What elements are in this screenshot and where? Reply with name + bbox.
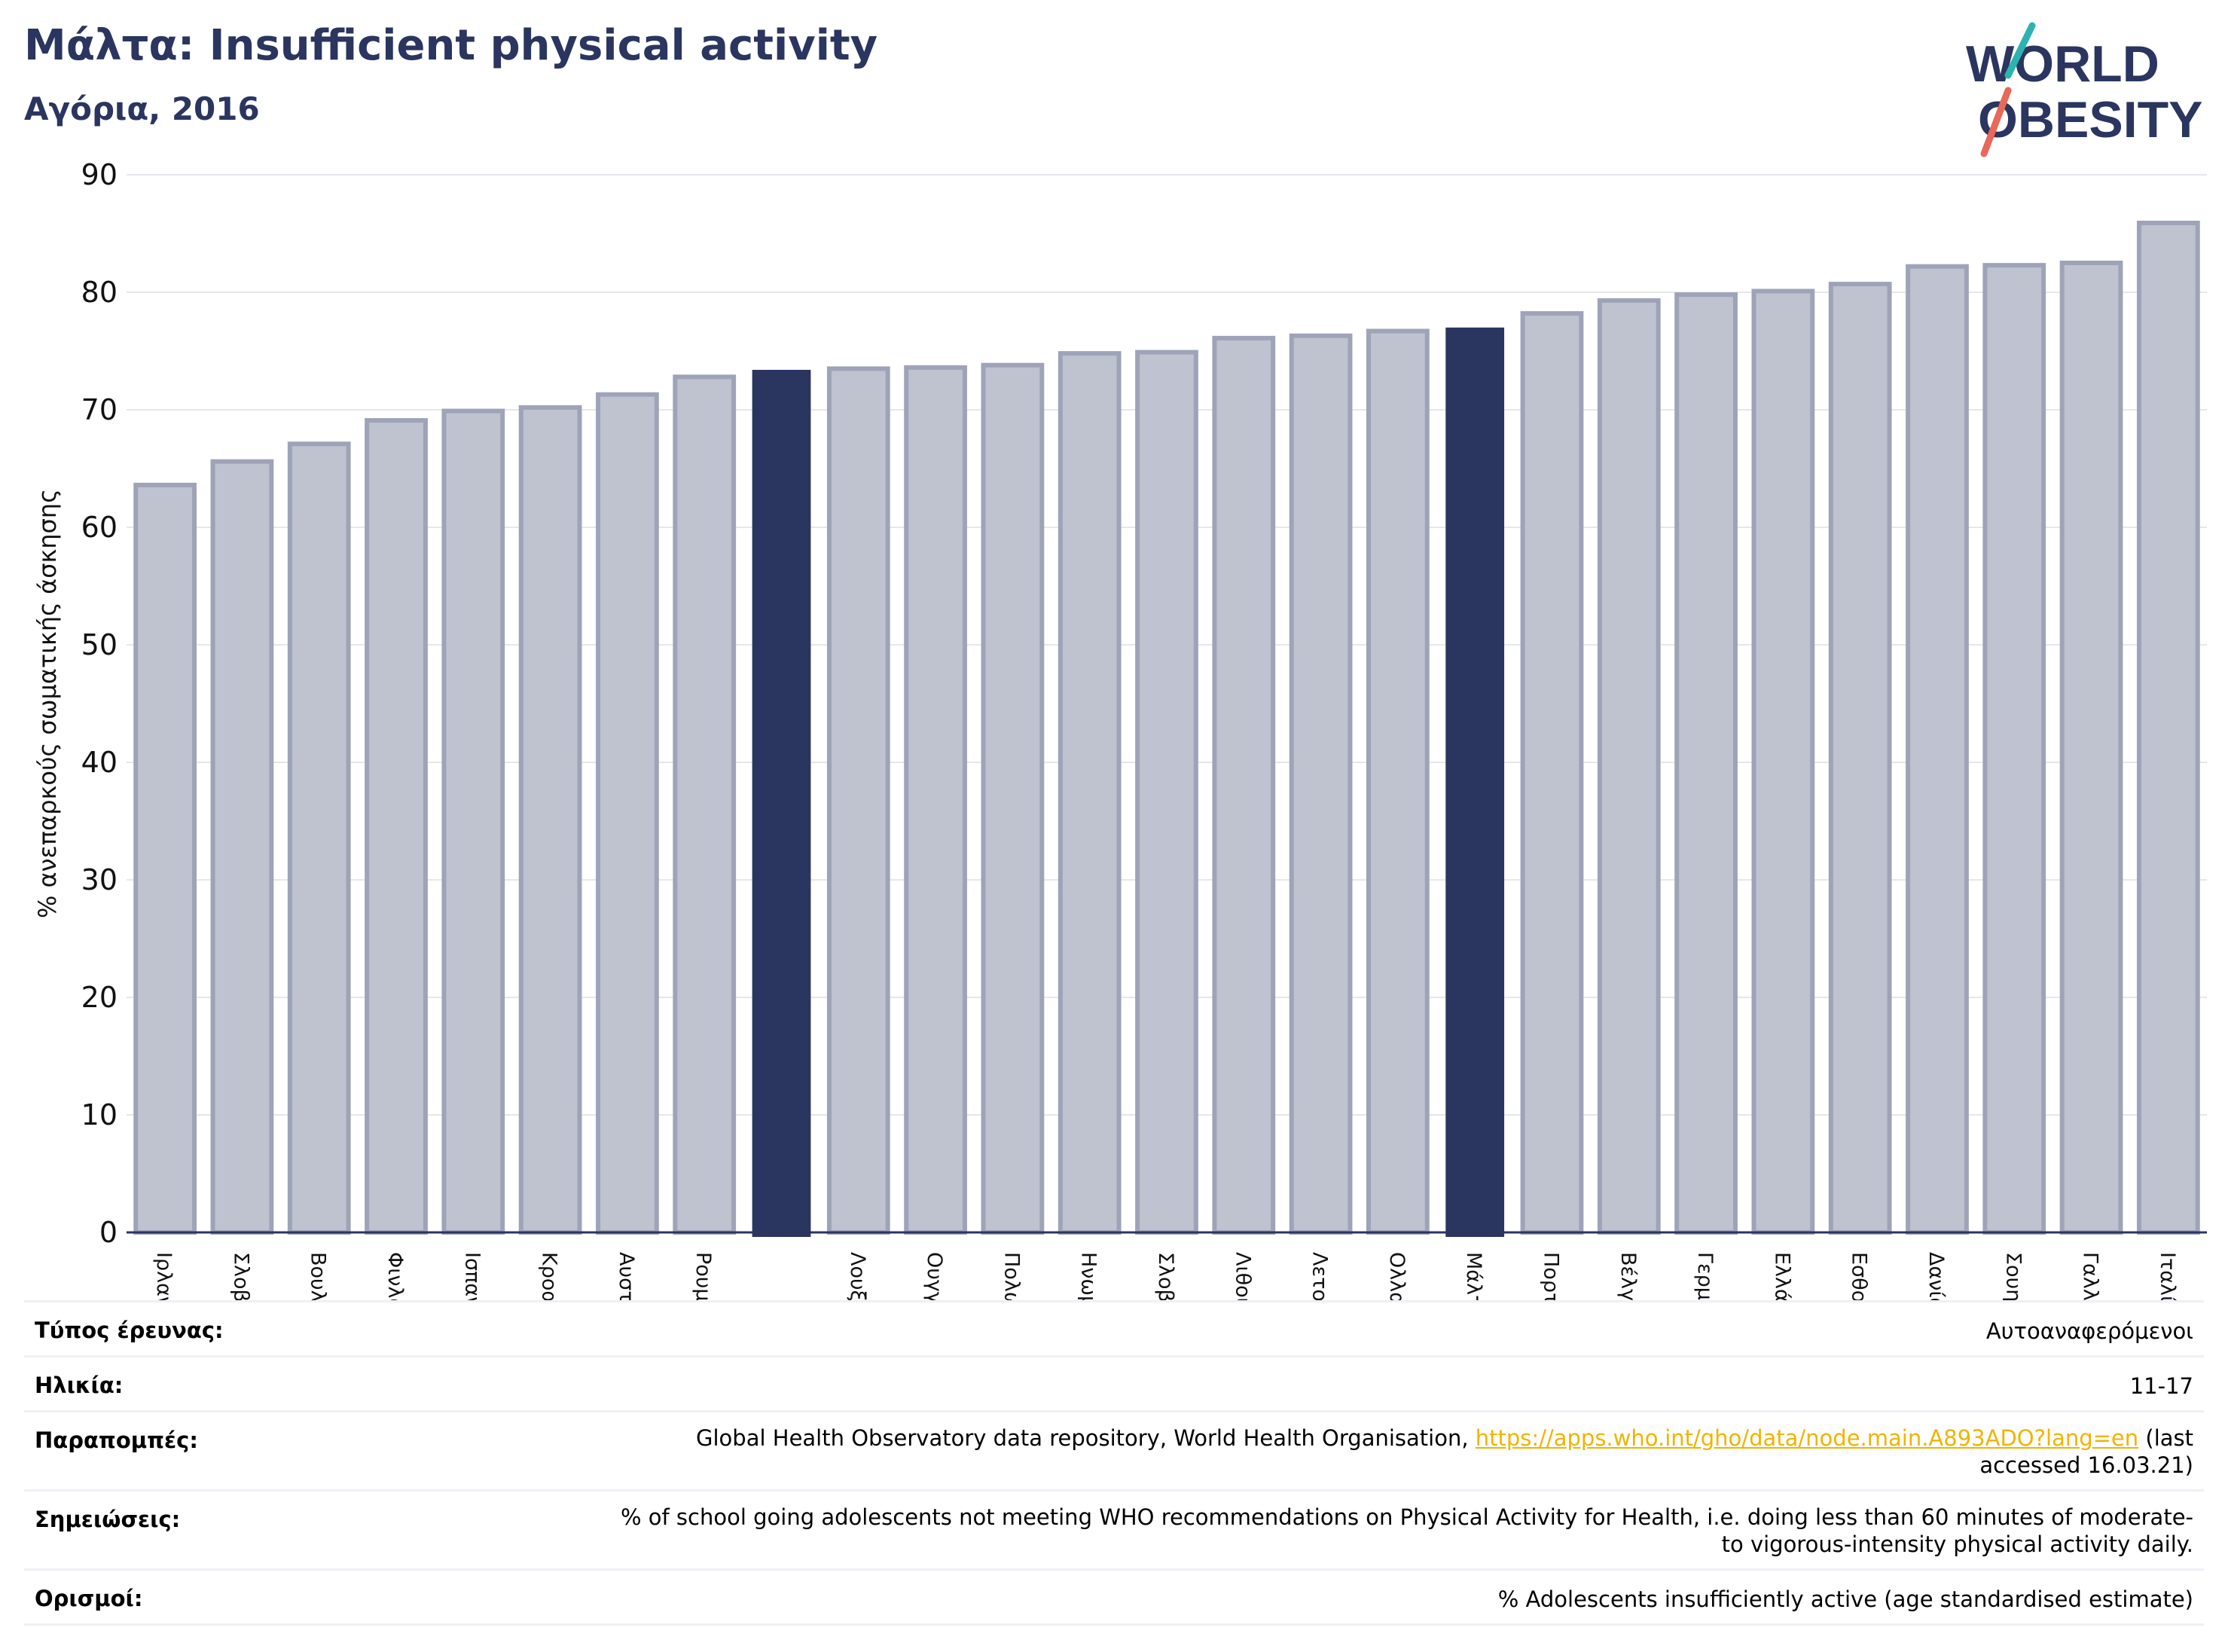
info-value: 11-17 [2129,1373,2193,1399]
bar [1597,298,1661,1235]
x-tick-label: Ηνωμένο Βασίλειο [1077,1252,1100,1300]
reference-text-post: (last accessed 16.03.21) [1979,1425,2193,1478]
x-tick-label: Σλοβακία [229,1252,252,1300]
bar [1520,311,1584,1235]
x-tick-label: Βέλγιο [1616,1252,1640,1300]
x-tick-label: Δανία [1924,1252,1948,1300]
bar [133,482,197,1235]
world-obesity-logo: WORLD OBESITY [1966,22,2203,157]
y-tick-label: 50 [81,628,118,661]
bar [826,366,890,1235]
info-value: Αυτοαναφερόμενοι [1985,1318,2193,1344]
bar [518,405,582,1235]
info-label: Παραπομπές: [35,1428,198,1453]
y-tick-label: 60 [81,511,118,544]
info-value: % of school going adolescents not meetin… [620,1504,2193,1557]
x-tick-label: Κροατία [538,1252,561,1300]
bar [365,418,428,1235]
x-tick-label: Σλοβενία [1154,1252,1177,1300]
bar [1751,289,1815,1235]
x-tick-label: Πολωνία [1000,1252,1023,1300]
info-row-definitions: Ορισμοί: % Adolescents insufficiently ac… [24,1568,2204,1626]
y-tick-label: 0 [99,1216,118,1249]
info-label: Ορισμοί: [35,1586,143,1611]
info-row-notes: Σημειώσεις: % of school going adolescent… [24,1489,2204,1568]
y-tick-label: 80 [81,276,118,309]
x-tick-label: Λουξεμβούργο [846,1252,869,1300]
chart-subtitle: Αγόρια, 2016 [24,90,260,127]
bar [1366,328,1430,1235]
info-row-references: Παραπομπές: Global Health Observatory da… [24,1410,2204,1489]
x-tick-label: Βουλγαρία [307,1252,330,1300]
bar-highlight [1445,327,1505,1237]
info-row-age: Ηλικία: 11-17 [24,1355,2204,1410]
x-tick-label: Γερμανία [1693,1252,1717,1300]
y-tick-label: 90 [81,158,118,191]
bar [904,365,967,1235]
y-tick-label: 70 [81,393,118,426]
x-tick-label: Ρουμανία [691,1252,715,1300]
x-tick-label: Λιθουανία [1231,1252,1254,1300]
y-tick-label: 10 [81,1098,118,1131]
info-label: Ηλικία: [35,1373,124,1398]
info-value: % Adolescents insufficiently active (age… [1497,1586,2193,1612]
x-tick-label: Σουηδία [2001,1252,2025,1300]
bar [210,459,274,1235]
y-tick-label: 20 [81,981,118,1014]
bar [1906,264,1969,1235]
logo-line2: OBESITY [1978,91,2203,148]
x-tick-label: Εσθονία [1848,1252,1871,1300]
logo-line1: WORLD [1966,35,2159,93]
bar [1674,292,1738,1235]
info-table: Τύπος έρευνας: Αυτοαναφερόμενοι Ηλικία: … [24,1300,2204,1626]
bar [441,408,505,1235]
logo-slash-teal [2004,22,2036,79]
info-label: Τύπος έρευνας: [35,1318,224,1343]
x-tick-label: Ιρλανδία [152,1252,175,1300]
bar [2136,220,2200,1235]
x-tick-label: Ισπανία [460,1252,484,1300]
info-label: Σημειώσεις: [35,1507,181,1532]
bar [673,374,737,1235]
logo-slash-coral [1980,87,2012,157]
y-tick-label: 30 [81,863,118,896]
x-tick-label: Λετονία [1308,1252,1332,1300]
bar [981,362,1045,1235]
bar [2059,261,2123,1235]
bar [1058,351,1122,1235]
bar [1828,282,1892,1235]
bar-highlight [752,369,811,1238]
bar [1212,335,1276,1235]
x-tick-label: Ολλανδία [1385,1252,1409,1300]
x-tick-label: Μάλτα [1462,1252,1485,1300]
bar-chart: 0 10 20 30 40 50 60 70 80 90 % ανεπαρκούς σωματική… [33,158,2207,1300]
reference-link[interactable]: https://apps.who.int/gho/data/node.main.… [1475,1425,2139,1451]
y-axis-label: % ανεπαρκούς σωματικής άσκησης [33,489,62,918]
x-tick-label: Ουγγαρία [923,1252,946,1300]
y-tick-label: 40 [81,746,118,779]
bar [1289,333,1353,1235]
x-tick-label: Ελλάδα [1770,1252,1793,1300]
reference-text: Global Health Observatory data repositor… [696,1425,1476,1451]
x-tick-label: Φινλανδία [383,1252,407,1300]
bar [596,392,659,1235]
x-tick-label: Ιταλία [2156,1252,2179,1300]
info-value: Global Health Observatory data repositor… [649,1425,2193,1479]
x-tick-label: Αυστρία [615,1252,638,1300]
x-tick-label: Γαλλία [2079,1252,2102,1300]
bar [1982,263,2046,1235]
x-tick-label: Πορτογαλία [1539,1252,1562,1300]
bar [1135,350,1198,1235]
chart-title: Μάλτα: Insufficient physical activity [24,21,878,70]
bar [287,441,351,1235]
info-row-survey-type: Τύπος έρευνας: Αυτοαναφερόμενοι [24,1300,2204,1355]
